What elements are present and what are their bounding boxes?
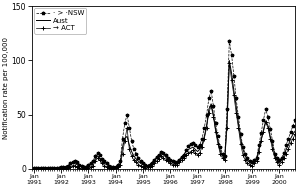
→ ACT xyxy=(246,162,249,164)
Line: → ACT: → ACT xyxy=(32,60,298,171)
Aust xyxy=(228,59,231,62)
Y-axis label: Notification rate per 100,000: Notification rate per 100,000 xyxy=(3,37,9,139)
Aust xyxy=(207,108,211,110)
→ ACT xyxy=(191,149,195,152)
· > ·NSW xyxy=(32,167,36,169)
→ ACT xyxy=(294,133,297,135)
· > ·NSW xyxy=(121,137,124,140)
Aust xyxy=(275,159,279,161)
Line: Aust: Aust xyxy=(34,61,295,168)
Line: · > ·NSW: · > ·NSW xyxy=(32,39,297,170)
· > ·NSW xyxy=(294,119,297,121)
→ ACT xyxy=(228,61,231,64)
Aust xyxy=(252,160,256,162)
→ ACT xyxy=(207,111,211,114)
· > ·NSW xyxy=(191,142,195,144)
→ ACT xyxy=(32,168,36,170)
· > ·NSW xyxy=(275,157,279,159)
Aust xyxy=(246,159,249,161)
· > ·NSW xyxy=(246,157,249,159)
· > ·NSW xyxy=(252,159,256,161)
→ ACT xyxy=(121,153,124,155)
· > ·NSW xyxy=(228,40,231,42)
Aust xyxy=(191,146,195,148)
Aust xyxy=(32,167,36,169)
→ ACT xyxy=(252,162,256,164)
· > ·NSW xyxy=(207,97,211,99)
Aust xyxy=(121,146,124,148)
Aust xyxy=(294,130,297,132)
Legend: · > ·NSW, Aust, → ACT: · > ·NSW, Aust, → ACT xyxy=(34,8,86,33)
→ ACT xyxy=(275,161,279,164)
